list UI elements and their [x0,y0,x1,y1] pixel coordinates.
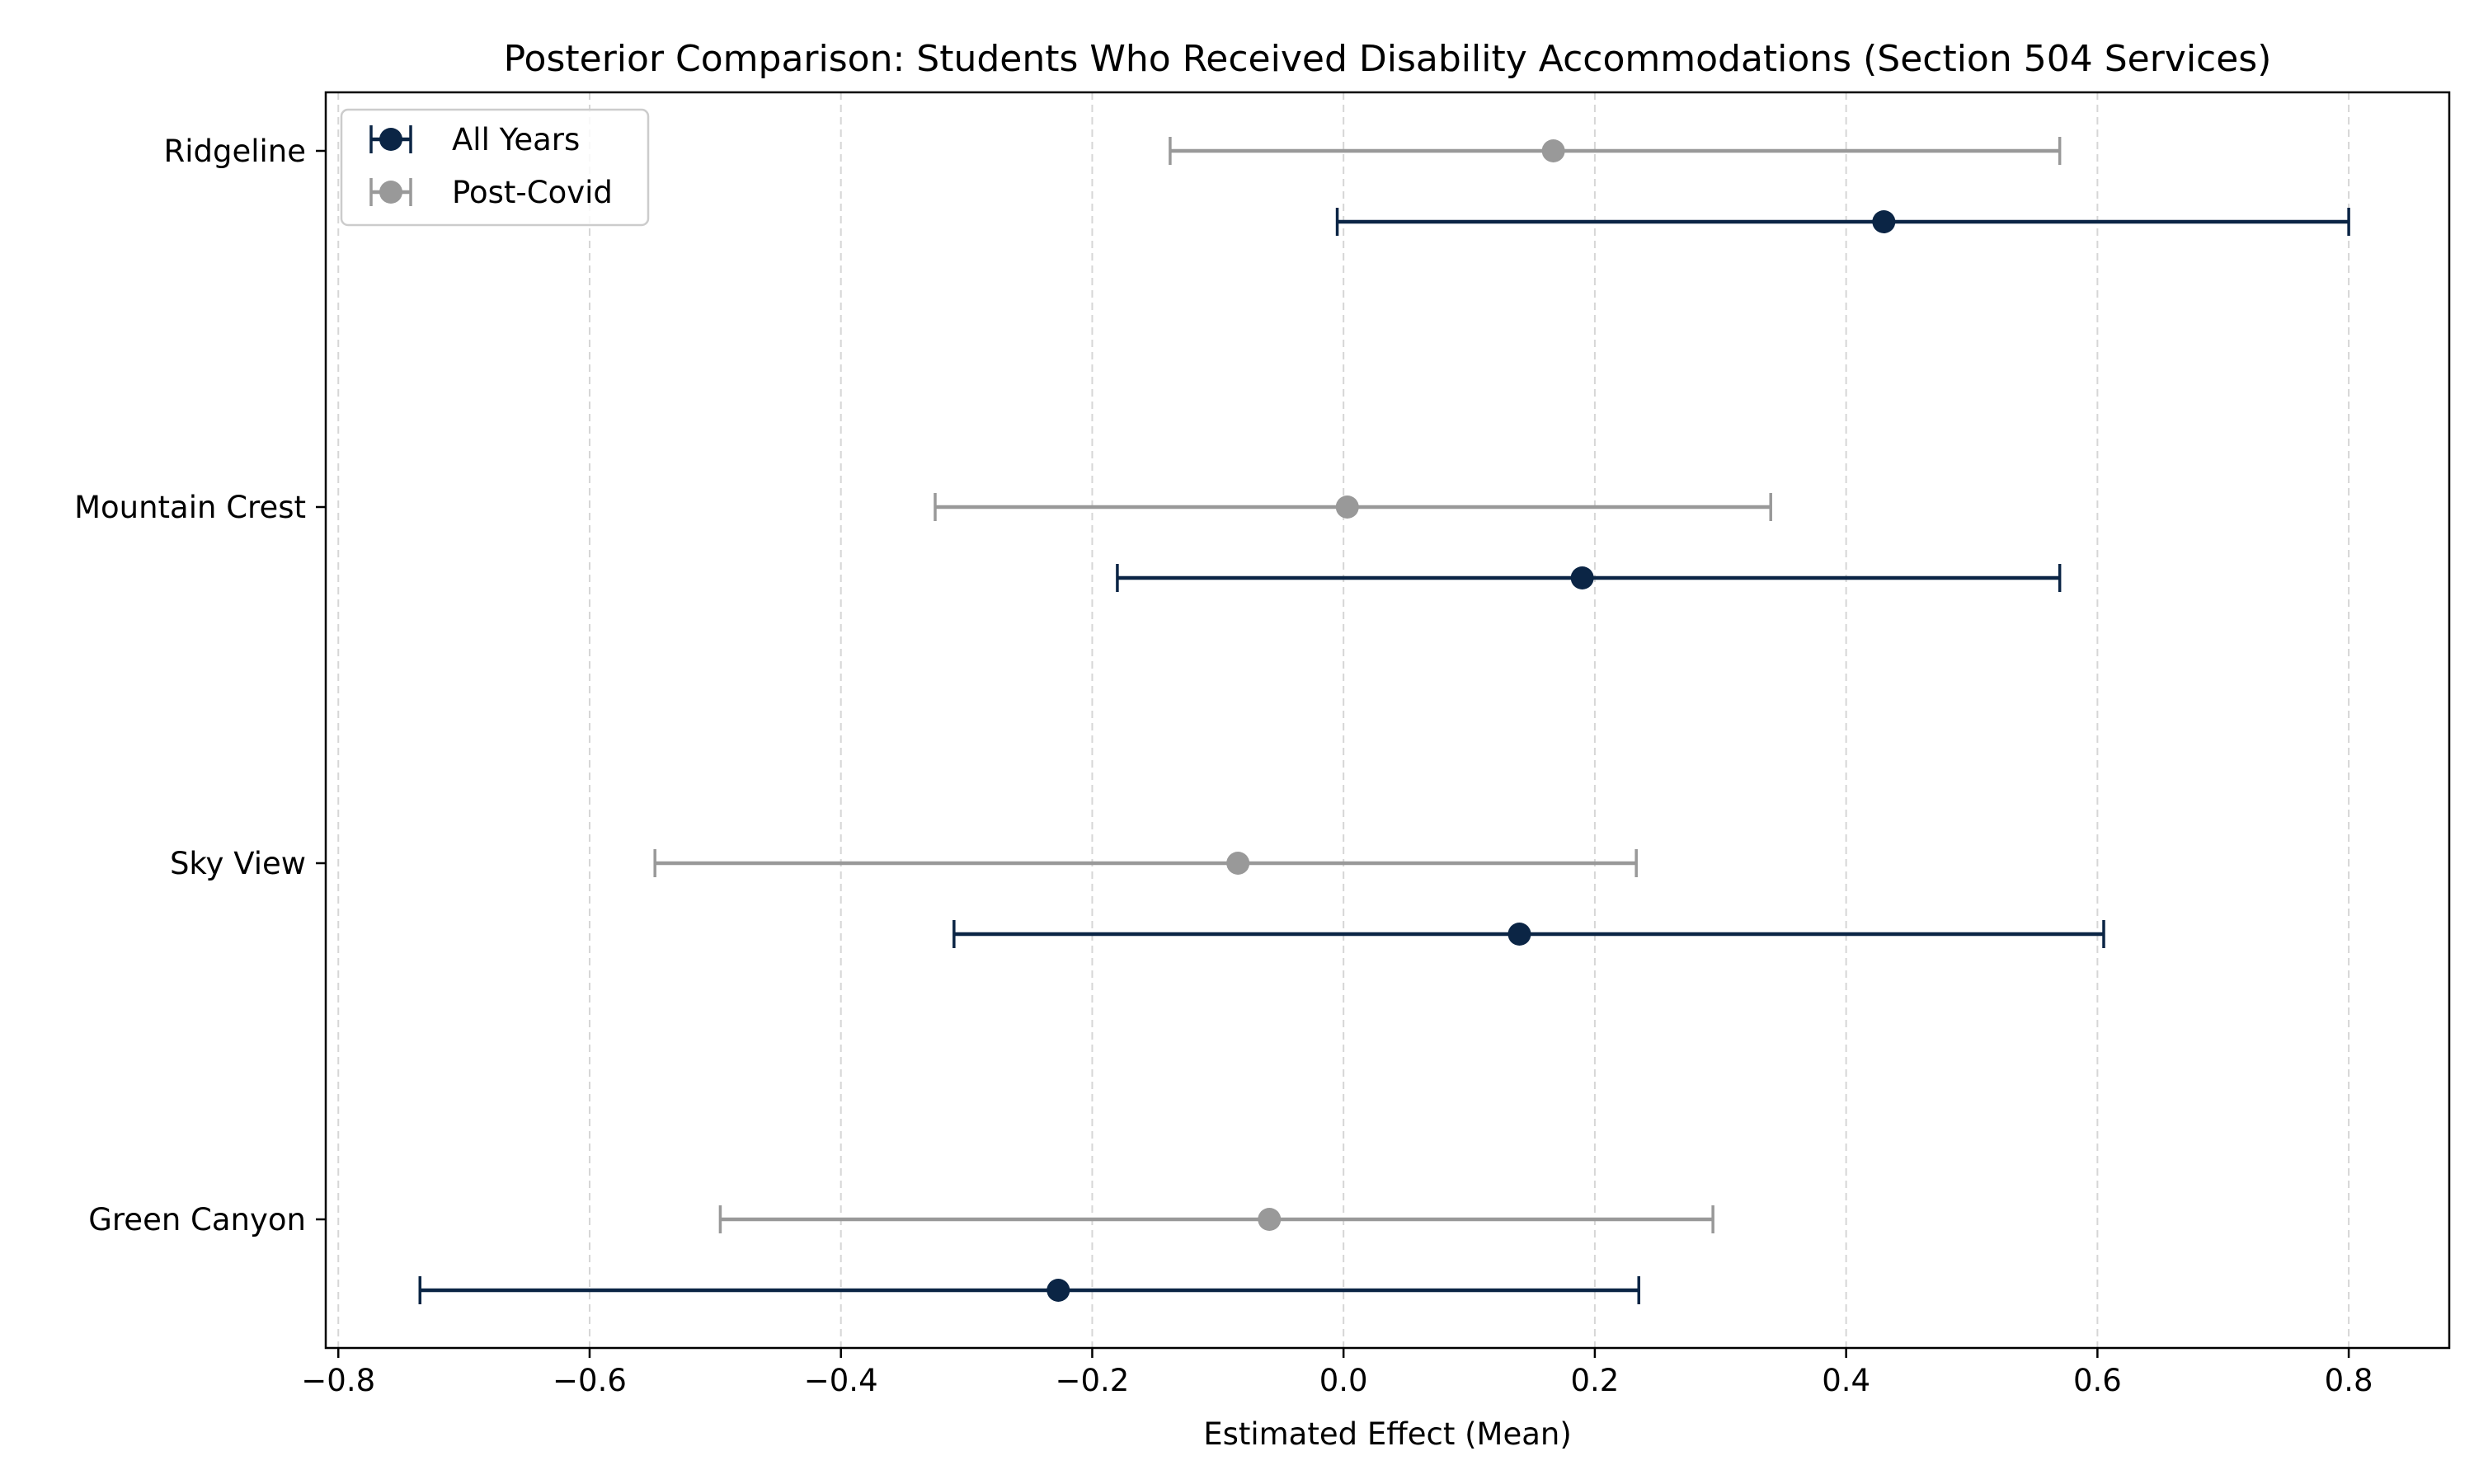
mean-point [1541,139,1565,162]
mean-point [1047,1279,1070,1302]
x-axis: −0.8 −0.6 −0.4 −0.2 0.0 0.2 0.4 0.6 0.8 [301,1348,2373,1398]
x-tick-label: 0.2 [1570,1363,1619,1398]
x-tick-label: −0.2 [1056,1363,1130,1398]
data-marks [418,137,2350,1304]
mean-point [1226,852,1250,875]
legend-label: All Years [452,122,580,157]
mean-point [1872,210,1896,233]
y-tick-label: Green Canyon [88,1202,306,1237]
legend-box [340,108,650,227]
mean-point [1335,495,1359,519]
chart-title: Posterior Comparison: Students Who Recei… [504,38,2272,80]
mean-point [1507,923,1531,946]
y-axis: Ridgeline Mountain Crest Sky View Green Can… [74,134,326,1237]
legend-label: Post-Covid [452,175,613,210]
legend-entry: Post-Covid [369,175,613,210]
legend-handle-marker [379,181,402,204]
series-post-covid [653,137,2062,1233]
x-tick-label: 0.8 [2325,1363,2373,1398]
x-tick-label: 0.4 [1822,1363,1870,1398]
legend-entry: All Years [369,122,580,157]
y-tick-label: Sky View [170,846,306,881]
legend-handle-marker [379,128,402,151]
y-tick-label: Mountain Crest [74,490,306,525]
x-tick-label: 0.6 [2073,1363,2122,1398]
x-axis-label: Estimated Effect (Mean) [1203,1416,1572,1452]
plot-frame [324,91,2451,1350]
x-tick-label: −0.8 [301,1363,375,1398]
x-tick-label: 0.0 [1319,1363,1368,1398]
x-tick-label: −0.6 [553,1363,627,1398]
legend: All Years Post-Covid [340,108,650,227]
mean-point [1570,566,1594,589]
series-all-years [418,208,2350,1304]
y-tick-label: Ridgeline [164,134,307,169]
mean-point [1258,1208,1282,1231]
x-tick-label: −0.4 [804,1363,878,1398]
